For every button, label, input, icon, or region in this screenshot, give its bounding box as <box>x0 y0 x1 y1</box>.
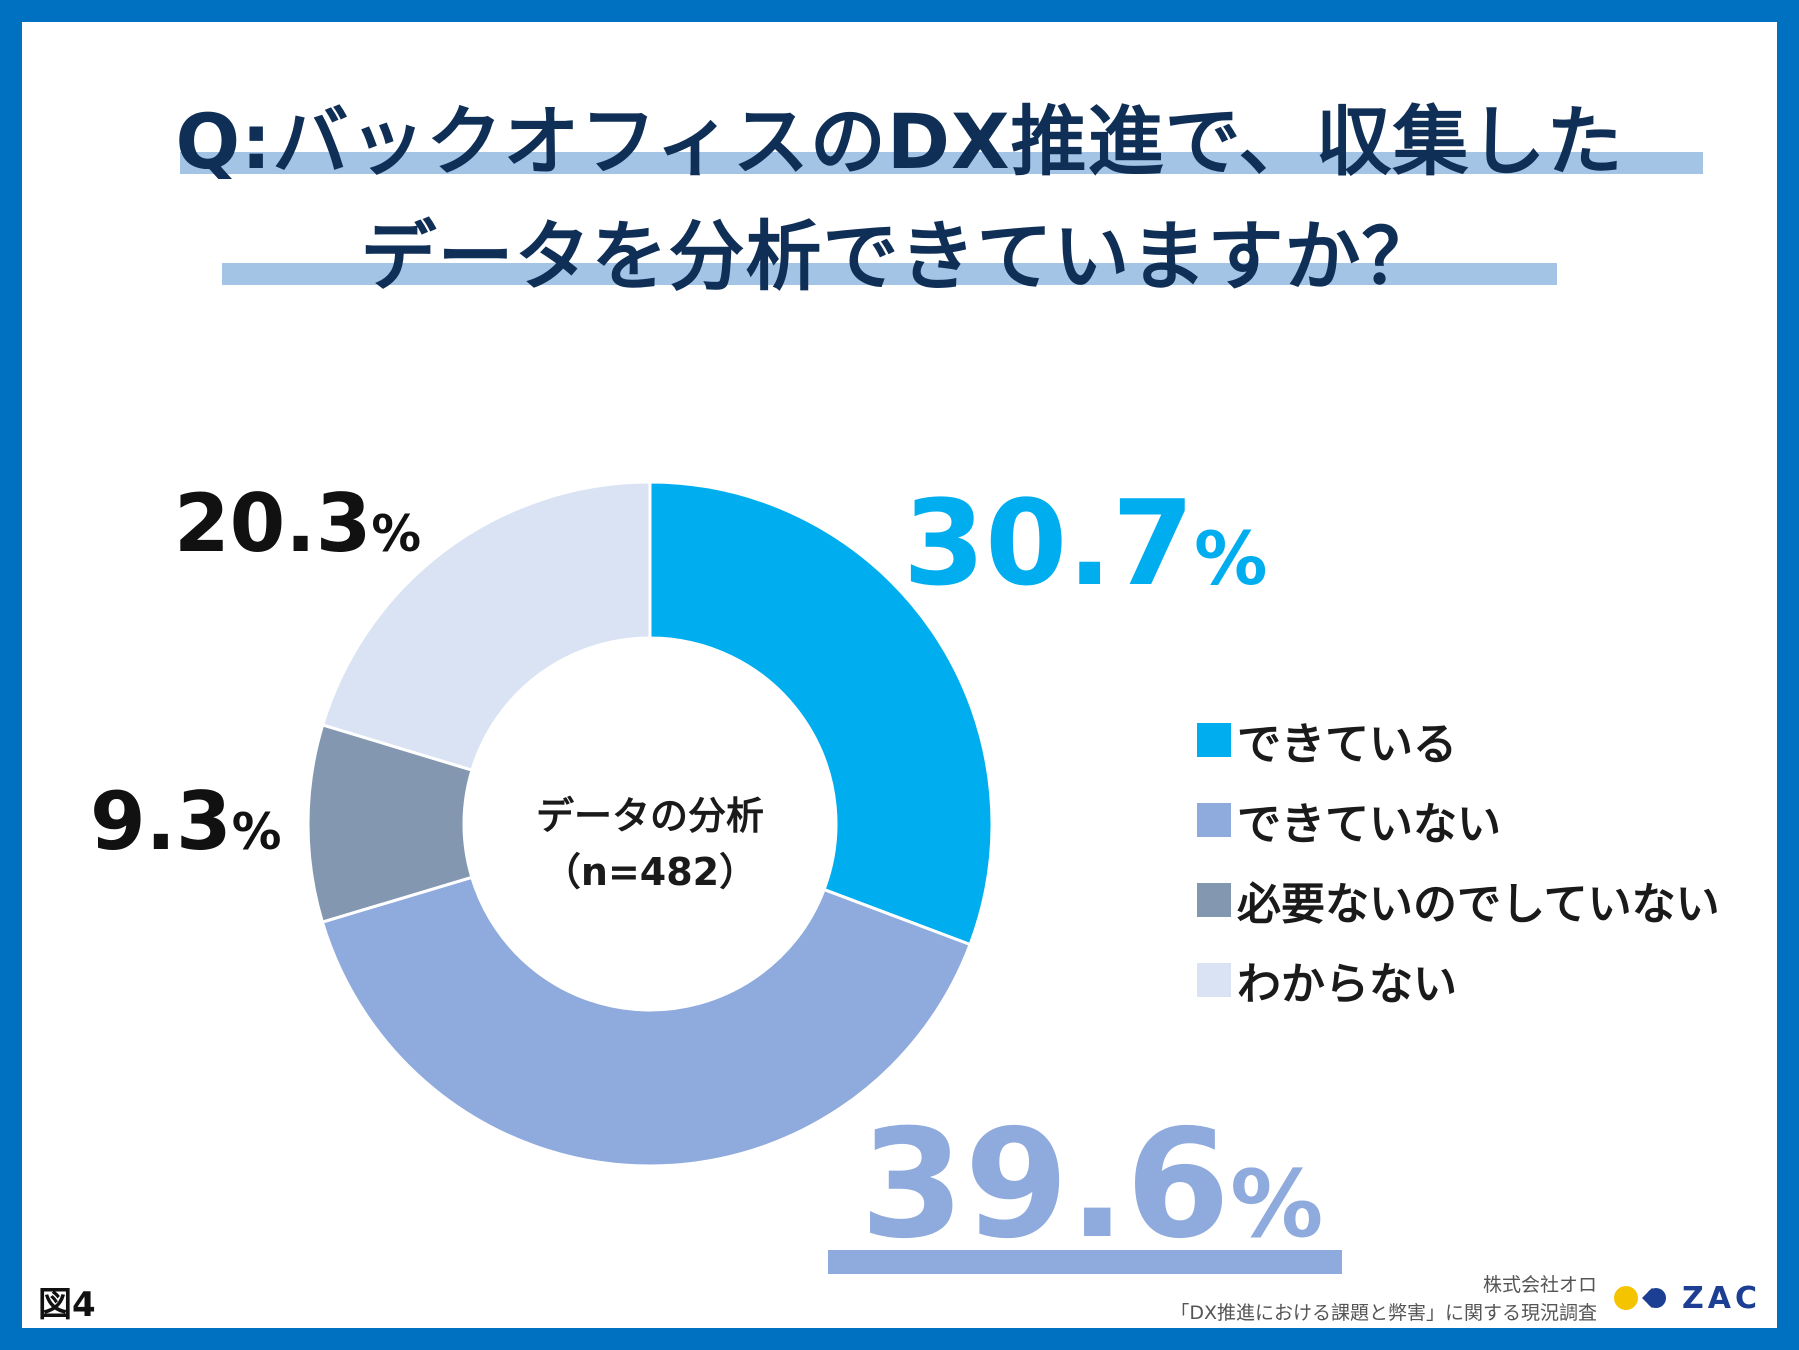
value-label-3: 20.3% <box>174 484 421 564</box>
chart-title-line-2: データを分析できていますか？ <box>360 212 1439 301</box>
chart-legend: できている できていない 必要ないのでしていない わからない <box>1197 700 1720 1020</box>
center-label-title: データの分析 <box>535 794 764 838</box>
value-label-0-unit: % <box>1194 517 1268 602</box>
center-label-sample-size: （n=482） <box>542 850 758 894</box>
legend-label: わからない <box>1237 959 1457 1010</box>
legend-label: できている <box>1237 719 1457 770</box>
value-label-1-number: 39.6 <box>860 1098 1231 1272</box>
logo-text: ZAC <box>1682 1280 1761 1316</box>
value-label-3-unit: % <box>371 505 422 563</box>
value-label-0-number: 30.7 <box>903 474 1195 612</box>
legend-item: できている <box>1197 700 1720 780</box>
value-label-highlight-1 <box>828 1250 1342 1274</box>
credit-company: 株式会社オロ <box>1482 1274 1597 1296</box>
value-label-1-unit: % <box>1230 1150 1324 1258</box>
legend-label: 必要ないのでしていない <box>1237 879 1720 930</box>
value-label-2-unit: % <box>231 803 282 861</box>
legend-swatch <box>1197 963 1231 997</box>
zac-logo: ZAC <box>1612 1280 1761 1316</box>
donut-slice-1 <box>320 875 973 1168</box>
donut-slice-0 <box>648 480 994 947</box>
logo-dots-icon <box>1614 1286 1666 1310</box>
donut-center-label: データの分析 （n=482） <box>450 788 850 900</box>
legend-item: できていない <box>1197 780 1720 860</box>
legend-item: 必要ないのでしていない <box>1197 860 1720 940</box>
value-label-0: 30.7% <box>903 484 1267 602</box>
chart-title-line-1: Q:バックオフィスのDX推進で、収集した <box>175 97 1624 186</box>
title-highlight-2 <box>222 263 1557 285</box>
legend-swatch <box>1197 883 1231 917</box>
figure-label: 図4 <box>38 1285 96 1325</box>
legend-swatch <box>1197 723 1231 757</box>
title-highlight-1 <box>180 152 1703 174</box>
donut-slice-3 <box>320 480 652 772</box>
value-label-3-number: 20.3 <box>174 477 372 570</box>
value-label-1: 39.6% <box>860 1110 1323 1260</box>
value-label-2-number: 9.3 <box>90 775 232 868</box>
value-label-2: 9.3% <box>90 782 281 862</box>
source-credit: 株式会社オロ 「DX推進における課題と弊害」に関する現況調査 <box>1170 1271 1597 1327</box>
credit-survey: 「DX推進における課題と弊害」に関する現況調査 <box>1170 1302 1597 1324</box>
legend-item: わからない <box>1197 940 1720 1020</box>
legend-swatch <box>1197 803 1231 837</box>
legend-label: できていない <box>1237 799 1501 850</box>
